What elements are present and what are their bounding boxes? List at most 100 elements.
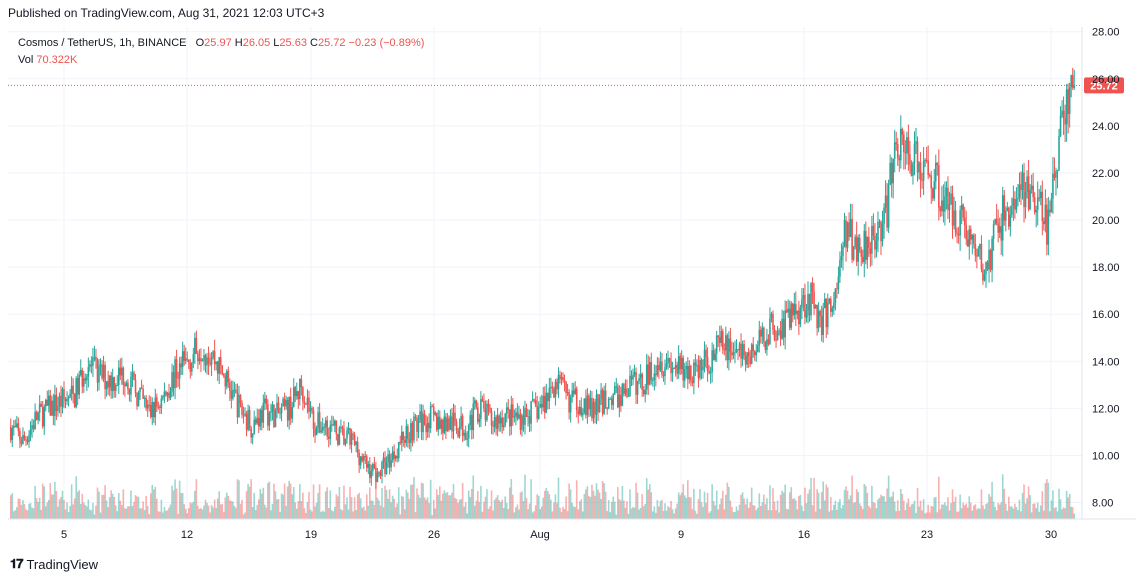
- candle-body: [1050, 198, 1053, 213]
- candle-body: [839, 260, 841, 277]
- volume-bar: [149, 493, 152, 519]
- volume-bar: [816, 489, 818, 519]
- volume-bar: [556, 502, 558, 519]
- candle-body: [297, 391, 300, 400]
- volume-bar: [635, 482, 637, 519]
- candle-body: [992, 224, 995, 239]
- candlestick-chart[interactable]: 25.72 28.00 26.00 24.00 22.00 20.00 18.00 16.0…: [8, 27, 1136, 549]
- volume-bar: [887, 475, 890, 519]
- candle-body: [569, 397, 572, 413]
- candle-body: [402, 431, 405, 441]
- candle-body: [1015, 199, 1018, 210]
- candle-body: [883, 207, 885, 224]
- candle-body: [673, 368, 675, 370]
- candle-body: [61, 389, 64, 407]
- volume-bar: [128, 506, 131, 519]
- volume-bar: [495, 497, 497, 519]
- candle-body: [664, 367, 666, 376]
- volume-bar: [210, 504, 213, 519]
- volume-bar: [122, 489, 125, 519]
- candle-body: [790, 303, 793, 328]
- candle-body: [650, 362, 653, 381]
- candle-body: [709, 372, 712, 374]
- volume-bar: [174, 479, 176, 519]
- volume-bar: [119, 500, 122, 519]
- volume-bar: [944, 502, 946, 519]
- volume-bar: [76, 491, 79, 519]
- candle-body: [1018, 184, 1021, 198]
- volume-bar: [962, 502, 964, 519]
- candle-body: [372, 464, 374, 472]
- volume-bar: [560, 511, 563, 519]
- volume-bar: [72, 504, 74, 519]
- candle-body: [1030, 185, 1033, 190]
- chart-area[interactable]: 25.72 28.00 26.00 24.00 22.00 20.00 18.00 16.0…: [8, 27, 1136, 549]
- volume-bar: [54, 481, 56, 519]
- volume-bar: [772, 488, 774, 519]
- volume-bar: [909, 506, 911, 519]
- candle-body: [35, 411, 38, 420]
- candle-body: [880, 221, 882, 242]
- candle-body: [518, 414, 520, 419]
- volume-bar: [524, 474, 526, 519]
- candle-body: [222, 374, 225, 376]
- candle-body: [493, 417, 496, 427]
- candle-body: [571, 390, 573, 398]
- volume-bar: [767, 510, 770, 519]
- volume-bar: [600, 499, 602, 519]
- candle-body: [248, 409, 251, 429]
- volume-bar: [183, 504, 186, 519]
- candle-body: [683, 369, 686, 381]
- volume-bar: [1047, 482, 1050, 519]
- volume-bar: [693, 488, 695, 519]
- candle-body: [985, 261, 987, 274]
- volume-bar: [81, 493, 84, 519]
- volume-bar: [998, 504, 1001, 519]
- volume-bar: [667, 506, 669, 519]
- volume-bar: [359, 498, 362, 519]
- volume-bar: [697, 499, 700, 519]
- tradingview-brand[interactable]: 𝟏𝟕 TradingView: [10, 556, 98, 572]
- candle-body: [451, 416, 453, 432]
- volume-bar: [108, 497, 111, 519]
- volume-bar: [394, 507, 397, 519]
- candle-body: [554, 381, 557, 398]
- candle-body: [903, 134, 905, 153]
- volume-bar: [159, 511, 161, 519]
- candle-body: [945, 187, 948, 197]
- volume-bar: [178, 480, 181, 519]
- volume-bar: [429, 479, 432, 519]
- candle-body: [823, 298, 826, 309]
- candle-body: [311, 407, 313, 411]
- volume-bar: [966, 507, 969, 519]
- candle-body: [814, 304, 817, 309]
- volume-bar: [886, 488, 888, 519]
- volume-bar: [133, 501, 135, 519]
- candle-body: [381, 462, 383, 477]
- candle-body: [183, 351, 186, 361]
- volume-bar: [369, 487, 371, 519]
- candle-body: [498, 415, 500, 424]
- volume-bar: [79, 503, 82, 519]
- candle-body: [667, 357, 669, 364]
- volume-bar: [1038, 511, 1041, 519]
- candle-body: [484, 408, 487, 421]
- volume-bar: [837, 502, 840, 519]
- candle-body: [209, 363, 211, 365]
- volume-bar: [55, 491, 58, 519]
- candle-body: [639, 373, 642, 379]
- symbol-label[interactable]: Cosmos / TetherUS, 1h, BINANCE: [18, 37, 187, 49]
- volume-bar: [87, 499, 90, 519]
- volume-bar: [63, 499, 65, 519]
- volume-bar: [925, 512, 928, 519]
- candle-body: [662, 374, 665, 376]
- candle-body: [749, 356, 751, 364]
- volume-bar: [606, 511, 608, 519]
- volume-bar: [116, 511, 119, 519]
- candle-body: [770, 313, 773, 319]
- volume-bar: [207, 505, 210, 519]
- candle-body: [489, 407, 491, 412]
- volume-bar: [69, 506, 71, 519]
- volume-bar: [810, 477, 812, 519]
- volume-bar: [904, 510, 907, 519]
